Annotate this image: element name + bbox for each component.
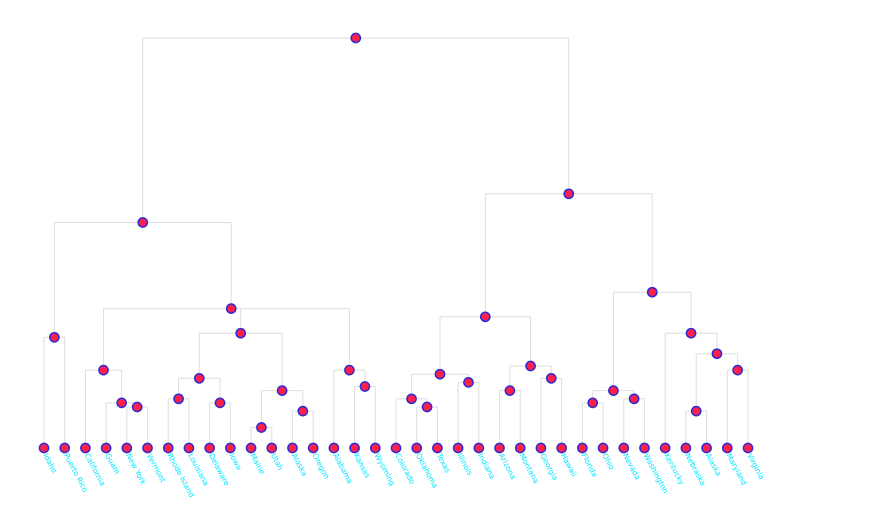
cluster-node [628, 393, 640, 405]
leaf-node [59, 442, 71, 454]
leaf-label: Nebraska [683, 452, 708, 487]
leaf-node [721, 442, 733, 454]
cluster-node [608, 385, 619, 396]
leaf-node [618, 442, 630, 454]
leaf-label: Indiana [476, 452, 497, 481]
leaf-label: Vermont [145, 452, 168, 484]
leaf-node [659, 442, 671, 454]
leaf-label: Alaska [290, 452, 309, 478]
leaf-label: Hawaii [559, 452, 579, 478]
cluster-node [116, 397, 127, 409]
leaf-node [432, 442, 443, 454]
leaf-node [266, 442, 278, 454]
leaf-label: Maine [248, 452, 267, 476]
cluster-node [545, 372, 557, 384]
leaf-node [680, 442, 692, 454]
leaf-label: Virginia [745, 452, 766, 481]
leaf-label: Nevada [621, 452, 642, 481]
cluster-node [463, 377, 474, 388]
leaf-label: Texas [434, 451, 452, 474]
cluster-node [214, 397, 226, 409]
leaf-node [80, 442, 91, 454]
dendrogram-nodes [38, 32, 754, 454]
cluster-node [256, 422, 267, 433]
cluster-node [193, 372, 205, 384]
cluster-node [434, 368, 446, 380]
leaf-label: Maryland [725, 452, 749, 487]
cluster-node [225, 303, 237, 314]
cluster-node [587, 397, 599, 409]
leaf-label: Oregon [310, 452, 331, 481]
cluster-node [504, 385, 516, 396]
cluster-node [137, 217, 149, 228]
leaf-node [328, 442, 340, 454]
cluster-node [359, 381, 371, 392]
leaf-node [245, 442, 257, 454]
cluster-node [525, 360, 536, 372]
leaf-node [701, 442, 712, 454]
leaf-label: New York [124, 452, 148, 487]
leaf-node [556, 442, 567, 454]
cluster-node [344, 364, 355, 376]
cluster-node [685, 327, 697, 339]
cluster-node [563, 188, 575, 200]
leaf-node [411, 442, 423, 454]
leaf-node [142, 442, 153, 454]
leaf-label: Kansas [352, 452, 372, 480]
leaf-node [349, 442, 360, 454]
leaf-label: Guam [103, 452, 121, 476]
cluster-node [131, 401, 143, 413]
leaf-label: Illinois [455, 452, 474, 477]
leaf-node [494, 442, 505, 454]
leaf-node [577, 442, 588, 454]
cluster-node [479, 311, 491, 323]
cluster-node [173, 393, 184, 405]
leaf-node [183, 442, 195, 454]
leaf-node [390, 442, 402, 454]
cluster-node [297, 405, 309, 417]
leaf-node [452, 442, 464, 454]
leaf-label: Alabama [331, 452, 354, 485]
cluster-node [350, 32, 362, 44]
leaf-node [742, 442, 754, 454]
leaf-label: Ohio [600, 452, 616, 472]
cluster-node [690, 405, 702, 417]
leaf-label: Florida [580, 452, 600, 479]
leaf-label: Arizona [497, 452, 518, 481]
cluster-node [49, 331, 60, 343]
leaf-node [307, 442, 319, 454]
cluster-node [276, 385, 288, 396]
leaf-node [121, 442, 133, 454]
leaf-node [535, 442, 547, 454]
leaf-label: Montana [517, 452, 540, 485]
leaf-node [639, 442, 650, 454]
leaf-label: Utah [269, 452, 285, 472]
cluster-node [98, 364, 109, 376]
cluster-node [235, 327, 247, 339]
leaf-node [225, 442, 236, 454]
leaf-node [100, 442, 112, 454]
leaf-label: Georgia [538, 452, 560, 482]
leaf-label: Wyoming [373, 452, 398, 488]
leaf-node [162, 442, 174, 454]
cluster-node [711, 348, 723, 360]
leaf-node [204, 442, 215, 454]
leaf-label: Alaska [704, 452, 723, 478]
leaf-node [38, 442, 50, 454]
cluster-node [646, 286, 658, 298]
leaf-node [287, 442, 298, 454]
leaf-node [369, 442, 381, 454]
cluster-node [421, 401, 433, 413]
cluster-node [406, 393, 417, 405]
leaf-label: Iowa [228, 452, 244, 472]
leaf-node [597, 442, 609, 454]
leaf-node [473, 442, 485, 454]
cluster-node [732, 364, 743, 376]
leaf-label: Idaho [41, 452, 59, 475]
dendrogram-links [43, 37, 749, 448]
leaf-node [514, 442, 526, 454]
